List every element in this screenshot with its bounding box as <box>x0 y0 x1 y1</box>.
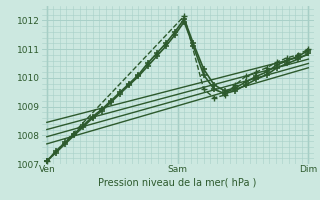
X-axis label: Pression niveau de la mer( hPa ): Pression niveau de la mer( hPa ) <box>99 177 257 187</box>
